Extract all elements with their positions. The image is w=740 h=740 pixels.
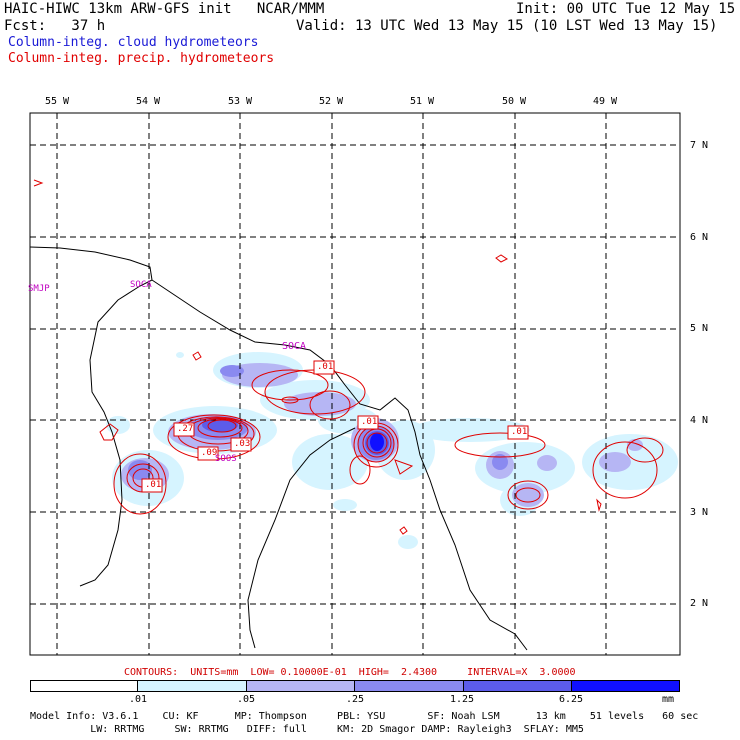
contours-info: CONTOURS: UNITS=mm LOW= 0.10000E-01 HIGH… [124, 667, 576, 678]
contour-label: .01 [145, 480, 162, 490]
lat-label-3n: 3 N [690, 507, 709, 518]
forecast-hour: Fcst: 37 h [4, 18, 106, 34]
station-label-soca: SOCA [282, 341, 307, 352]
lon-label-53w: 53 W [228, 96, 253, 107]
colorbar-bin [137, 680, 247, 692]
lat-label-2n: 2 N [690, 598, 709, 609]
legend-precip-label: Column-integ. precip. hydrometeors [8, 51, 275, 66]
init-time: Init: 00 UTC Tue 12 May 15 [516, 1, 736, 17]
contour-label: .03 [234, 439, 251, 449]
lat-label-6n: 6 N [690, 232, 709, 243]
colorbar-tick-label: 1.25 [450, 694, 475, 705]
lon-label-52w: 52 W [319, 96, 344, 107]
colorbar-units: mm [662, 694, 675, 705]
colorbar-tick-label: .25 [346, 694, 365, 705]
model-info-line1: Model Info: V3.6.1 CU: KF MP: Thompson P… [30, 711, 699, 722]
contour-label-boxes [141, 360, 529, 493]
colorbar-bin [463, 680, 572, 692]
lat-label-4n: 4 N [690, 415, 709, 426]
colorbar-bin [30, 680, 138, 692]
station-label-smjp: SMJP [28, 284, 50, 294]
colorbar-tick-label: 6.25 [559, 694, 584, 705]
coastline [29, 246, 528, 651]
station-label-soca-west: SOCA [130, 280, 152, 290]
contour-label: .09 [201, 448, 218, 458]
colorbar-bin [571, 680, 680, 692]
contour-label: .01 [361, 417, 378, 427]
colorbar-tick-label: .05 [237, 694, 256, 705]
lat-label-7n: 7 N [690, 140, 709, 151]
contour-label: .01 [511, 427, 528, 437]
lon-label-54w: 54 W [136, 96, 161, 107]
station-label-soos: SOOS [215, 454, 237, 464]
colorbar-bin [354, 680, 464, 692]
model-info-line2: LW: RRTMG SW: RRTMG DIFF: full KM: 2D Sm… [30, 724, 584, 735]
lon-label-50w: 50 W [502, 96, 527, 107]
contour-label: .01 [317, 362, 334, 372]
lat-lon-grid [30, 113, 680, 655]
cloud-field [106, 352, 678, 549]
contour-label: .27 [177, 424, 194, 434]
lat-label-5n: 5 N [690, 323, 709, 334]
lon-label-55w: 55 W [45, 96, 70, 107]
colorbar-tick-label: .01 [129, 694, 148, 705]
plot-title: HAIC-HIWC 13km ARW-GFS init NCAR/MMM [4, 1, 325, 17]
legend-cloud-label: Column-integ. cloud hydrometeors [8, 35, 259, 50]
colorbar-bin [246, 680, 355, 692]
lon-label-51w: 51 W [410, 96, 435, 107]
valid-time: Valid: 13 UTC Wed 13 May 15 (10 LST Wed … [296, 18, 718, 34]
map-frame [29, 112, 681, 656]
lon-label-49w: 49 W [593, 96, 618, 107]
